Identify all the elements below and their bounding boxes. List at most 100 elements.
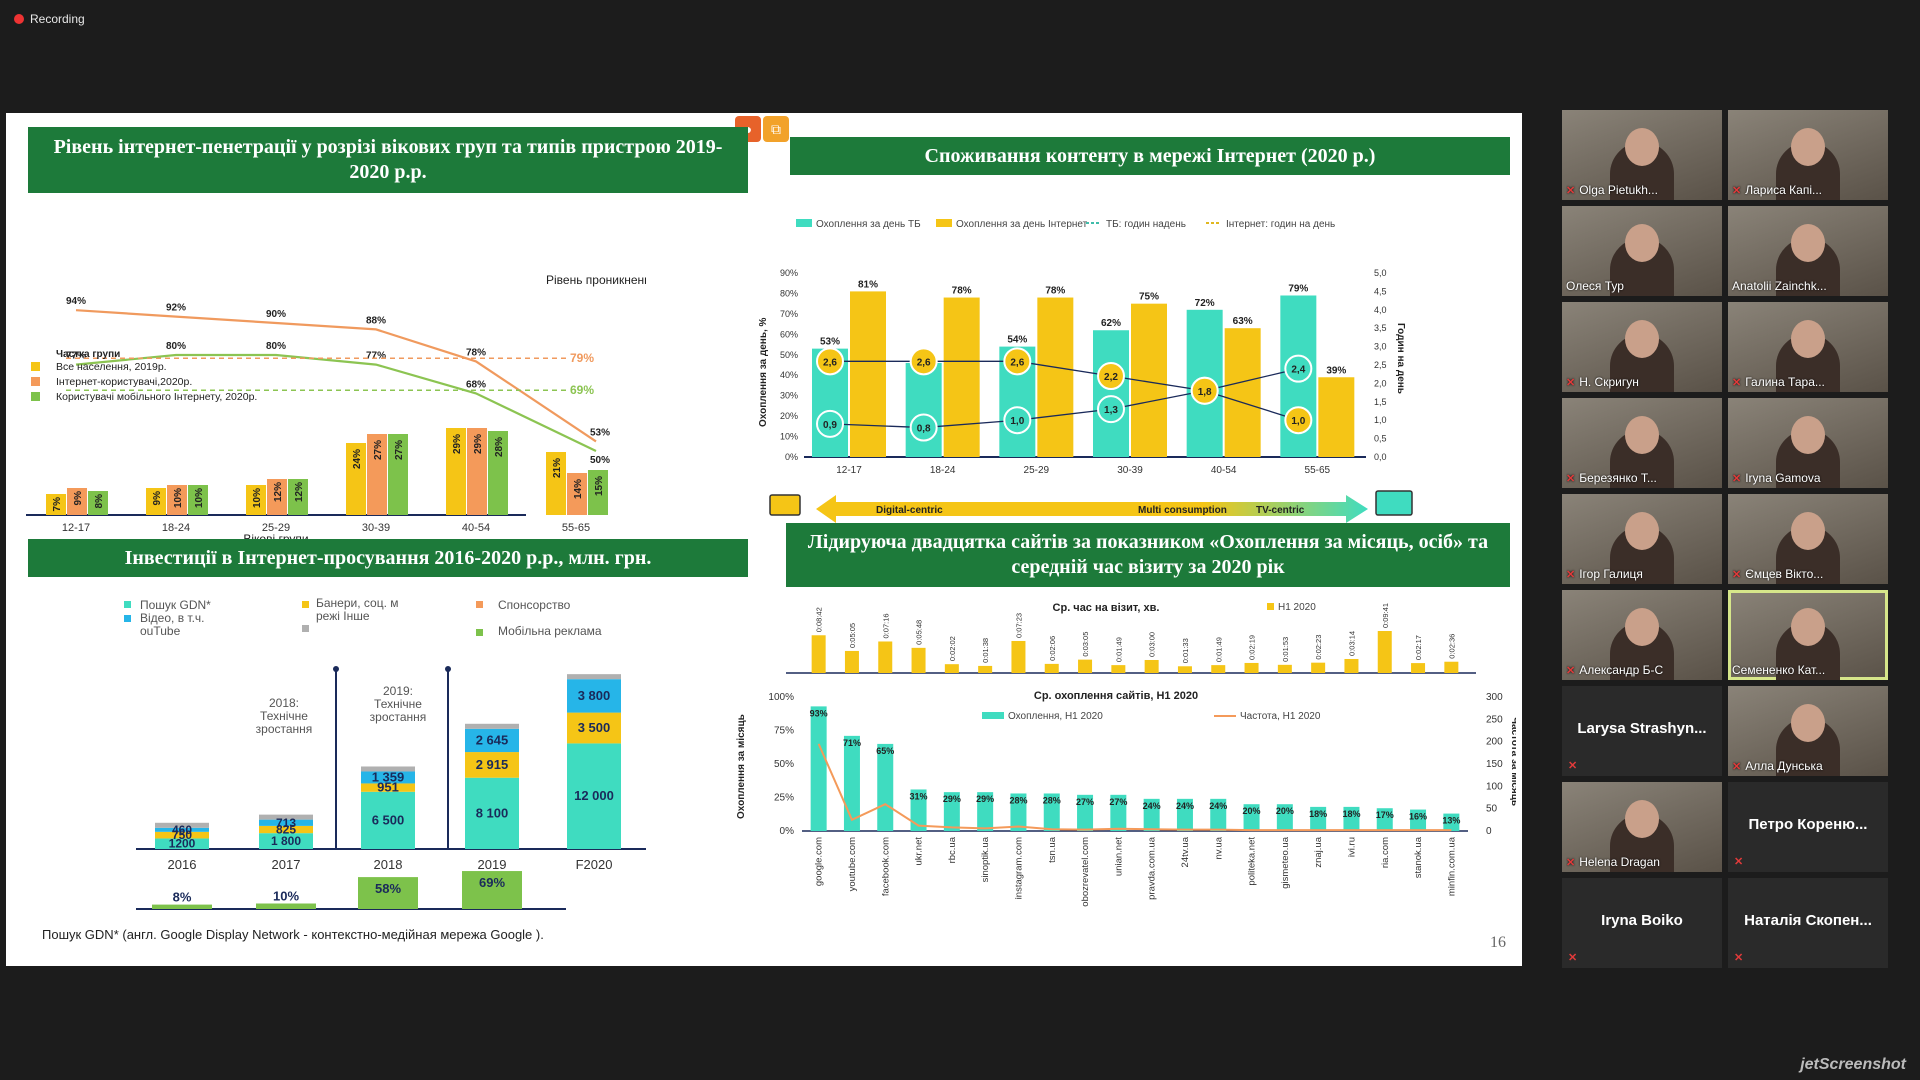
q4-time-bar (1411, 663, 1426, 673)
q4-ytick: 50% (774, 759, 794, 770)
q3-mobile-bar (358, 877, 418, 909)
q3-search-label: 8 100 (476, 805, 509, 820)
q4-time-label: 0:02:02 (948, 636, 957, 661)
q4-time-bar (978, 665, 993, 673)
q2-net-bar (1037, 297, 1074, 457)
participant-tile[interactable]: ✕ Березянко Т... (1562, 398, 1722, 488)
q2-category: 18-24 (930, 465, 956, 476)
q4-time-bar (1078, 659, 1093, 673)
q4-reach-label: 16% (1409, 812, 1427, 822)
q4-ylabel: Охоплення за місяць (736, 714, 747, 819)
q3-other-segment (567, 674, 621, 680)
participant-tile[interactable]: Петро Кореню... ✕ (1728, 782, 1888, 872)
participant-face (1625, 800, 1659, 838)
q1-bar (246, 485, 266, 515)
mic-muted-icon: ✕ (1566, 184, 1576, 197)
q3-other-segment (155, 822, 209, 828)
q2-net-bar (1224, 328, 1261, 457)
participant-tile[interactable]: ✕ Алла Дунська (1728, 686, 1888, 776)
q3-video-label: 1 359 (372, 769, 405, 784)
participant-tile[interactable]: ✕ Helena Dragan (1562, 782, 1722, 872)
participant-tile[interactable]: ✕ Iryna Gamova (1728, 398, 1888, 488)
participant-name-label: Olga Pietukh... (1579, 183, 1658, 197)
participant-tile[interactable]: ✕ Olga Pietukh... (1562, 110, 1722, 200)
participant-face (1625, 128, 1659, 166)
q4-reach-bar (1010, 793, 1027, 831)
participant-name: ✕ Александр Б-С (1566, 663, 1718, 677)
mic-muted-icon: ✕ (1732, 472, 1742, 485)
q1-bar (488, 431, 508, 515)
q1-bar-label: 7% (52, 497, 63, 512)
q2-net-hours-label: 1,8 (1198, 387, 1212, 398)
q1-legend-item: Інтернет-користувачі,2020р. (56, 376, 192, 388)
q2-tv-bar (1093, 330, 1129, 457)
q2-ytick: 10% (780, 432, 798, 442)
q4-reach-bar (1077, 794, 1094, 831)
participant-tile[interactable]: Larysa Strashyn... ✕ (1562, 686, 1722, 776)
q3-title: Інвестиції в Інтернет-просування 2016-20… (28, 539, 748, 577)
q4-reach-label: 24% (1143, 801, 1161, 811)
q3-legend-item: режі Інше (316, 609, 370, 623)
q4-reach-label: 29% (976, 794, 994, 804)
participant-tile[interactable]: Anatolii Zainchk... (1728, 206, 1888, 296)
participant-tile[interactable]: ✕ Ігор Галиця (1562, 494, 1722, 584)
q4-y2tick: 300 (1486, 692, 1503, 703)
q2-net-hours-label: 2,6 (823, 357, 837, 368)
mic-muted-icon: ✕ (1566, 568, 1576, 581)
q4-y2tick: 50 (1486, 804, 1498, 815)
q1-bar-label: 21% (552, 458, 563, 478)
q4-reach-bar (910, 789, 927, 831)
q2-ytick: 50% (780, 350, 798, 360)
q4-reach-bar (1143, 798, 1160, 831)
participant-tile[interactable]: Наталія Скопен... ✕ (1728, 878, 1888, 968)
participant-face (1625, 608, 1659, 646)
q3-video-segment (155, 827, 209, 832)
participant-tile[interactable]: ✕ Лариса Капі... (1728, 110, 1888, 200)
participant-tile[interactable]: Семененко Кат... (1728, 590, 1888, 680)
participant-tile[interactable]: Iryna Boiko ✕ (1562, 878, 1722, 968)
q3-mobile-label: 58% (375, 881, 401, 896)
q4-time-bar (911, 647, 926, 673)
q4-time-label: 0:01:49 (1114, 637, 1123, 662)
participant-name: ✕ Н. Скригун (1566, 375, 1718, 389)
q1-legend-swatch (31, 392, 40, 401)
q1-bar-label: 8% (94, 494, 105, 509)
participant-name-label: Наталія Скопен... (1744, 912, 1872, 929)
q3-legend-swatch (302, 601, 309, 608)
q4-reach-label: 29% (943, 794, 961, 804)
q3-mobile-bar (256, 903, 316, 909)
q4-reach-title: Ср. охоплення сайтів, H1 2020 (1034, 690, 1198, 702)
q1-legend-item: Користувачі мобільного Інтернету, 2020р. (56, 391, 257, 403)
participant-tile[interactable]: ✕ Александр Б-С (1562, 590, 1722, 680)
participant-face (1625, 512, 1659, 550)
q2-category: 25-29 (1024, 465, 1050, 476)
participant-name: ✕ Olga Pietukh... (1566, 183, 1718, 197)
q2-tv-hours-line (829, 368, 1299, 429)
share-window-icon[interactable]: ⧉ (763, 116, 789, 142)
q4-reach-legend-swatch (982, 712, 1004, 719)
participant-tile[interactable]: ✕ Н. Скригун (1562, 302, 1722, 392)
q1-category: 18-24 (162, 522, 190, 534)
q3-search-label: 6 500 (372, 812, 405, 827)
q1-bar-label: 28% (494, 437, 505, 457)
q4-time-bar (1344, 658, 1359, 673)
q2-net-label: 39% (1326, 365, 1346, 376)
q2-tv-label: 72% (1195, 298, 1215, 309)
participant-tile[interactable]: ✕ Ємцев Вікто... (1728, 494, 1888, 584)
q1-level-label: Рівень проникнення (546, 273, 646, 287)
q2-tv-hours-marker (1097, 395, 1125, 424)
participant-face (1791, 320, 1825, 358)
q4-ytick: 100% (768, 692, 794, 703)
q1-bar-label: 10% (252, 488, 263, 508)
q2-net-bar (1318, 377, 1355, 457)
participant-tile[interactable]: ✕ Галина Тара... (1728, 302, 1888, 392)
participant-name: ✕ Iryna Gamova (1732, 471, 1884, 485)
q1-line2-label: 77% (66, 351, 86, 362)
q2-ytick: 70% (780, 309, 798, 319)
q3-note2019: Технічне (374, 697, 422, 711)
q1-category: 40-54 (462, 522, 490, 534)
participant-name-label: Н. Скригун (1579, 375, 1639, 389)
q2-tv-hours-label: 2,4 (1291, 365, 1305, 376)
q3-search-label: 1200 (169, 837, 196, 851)
participant-tile[interactable]: Олеся Тур (1562, 206, 1722, 296)
